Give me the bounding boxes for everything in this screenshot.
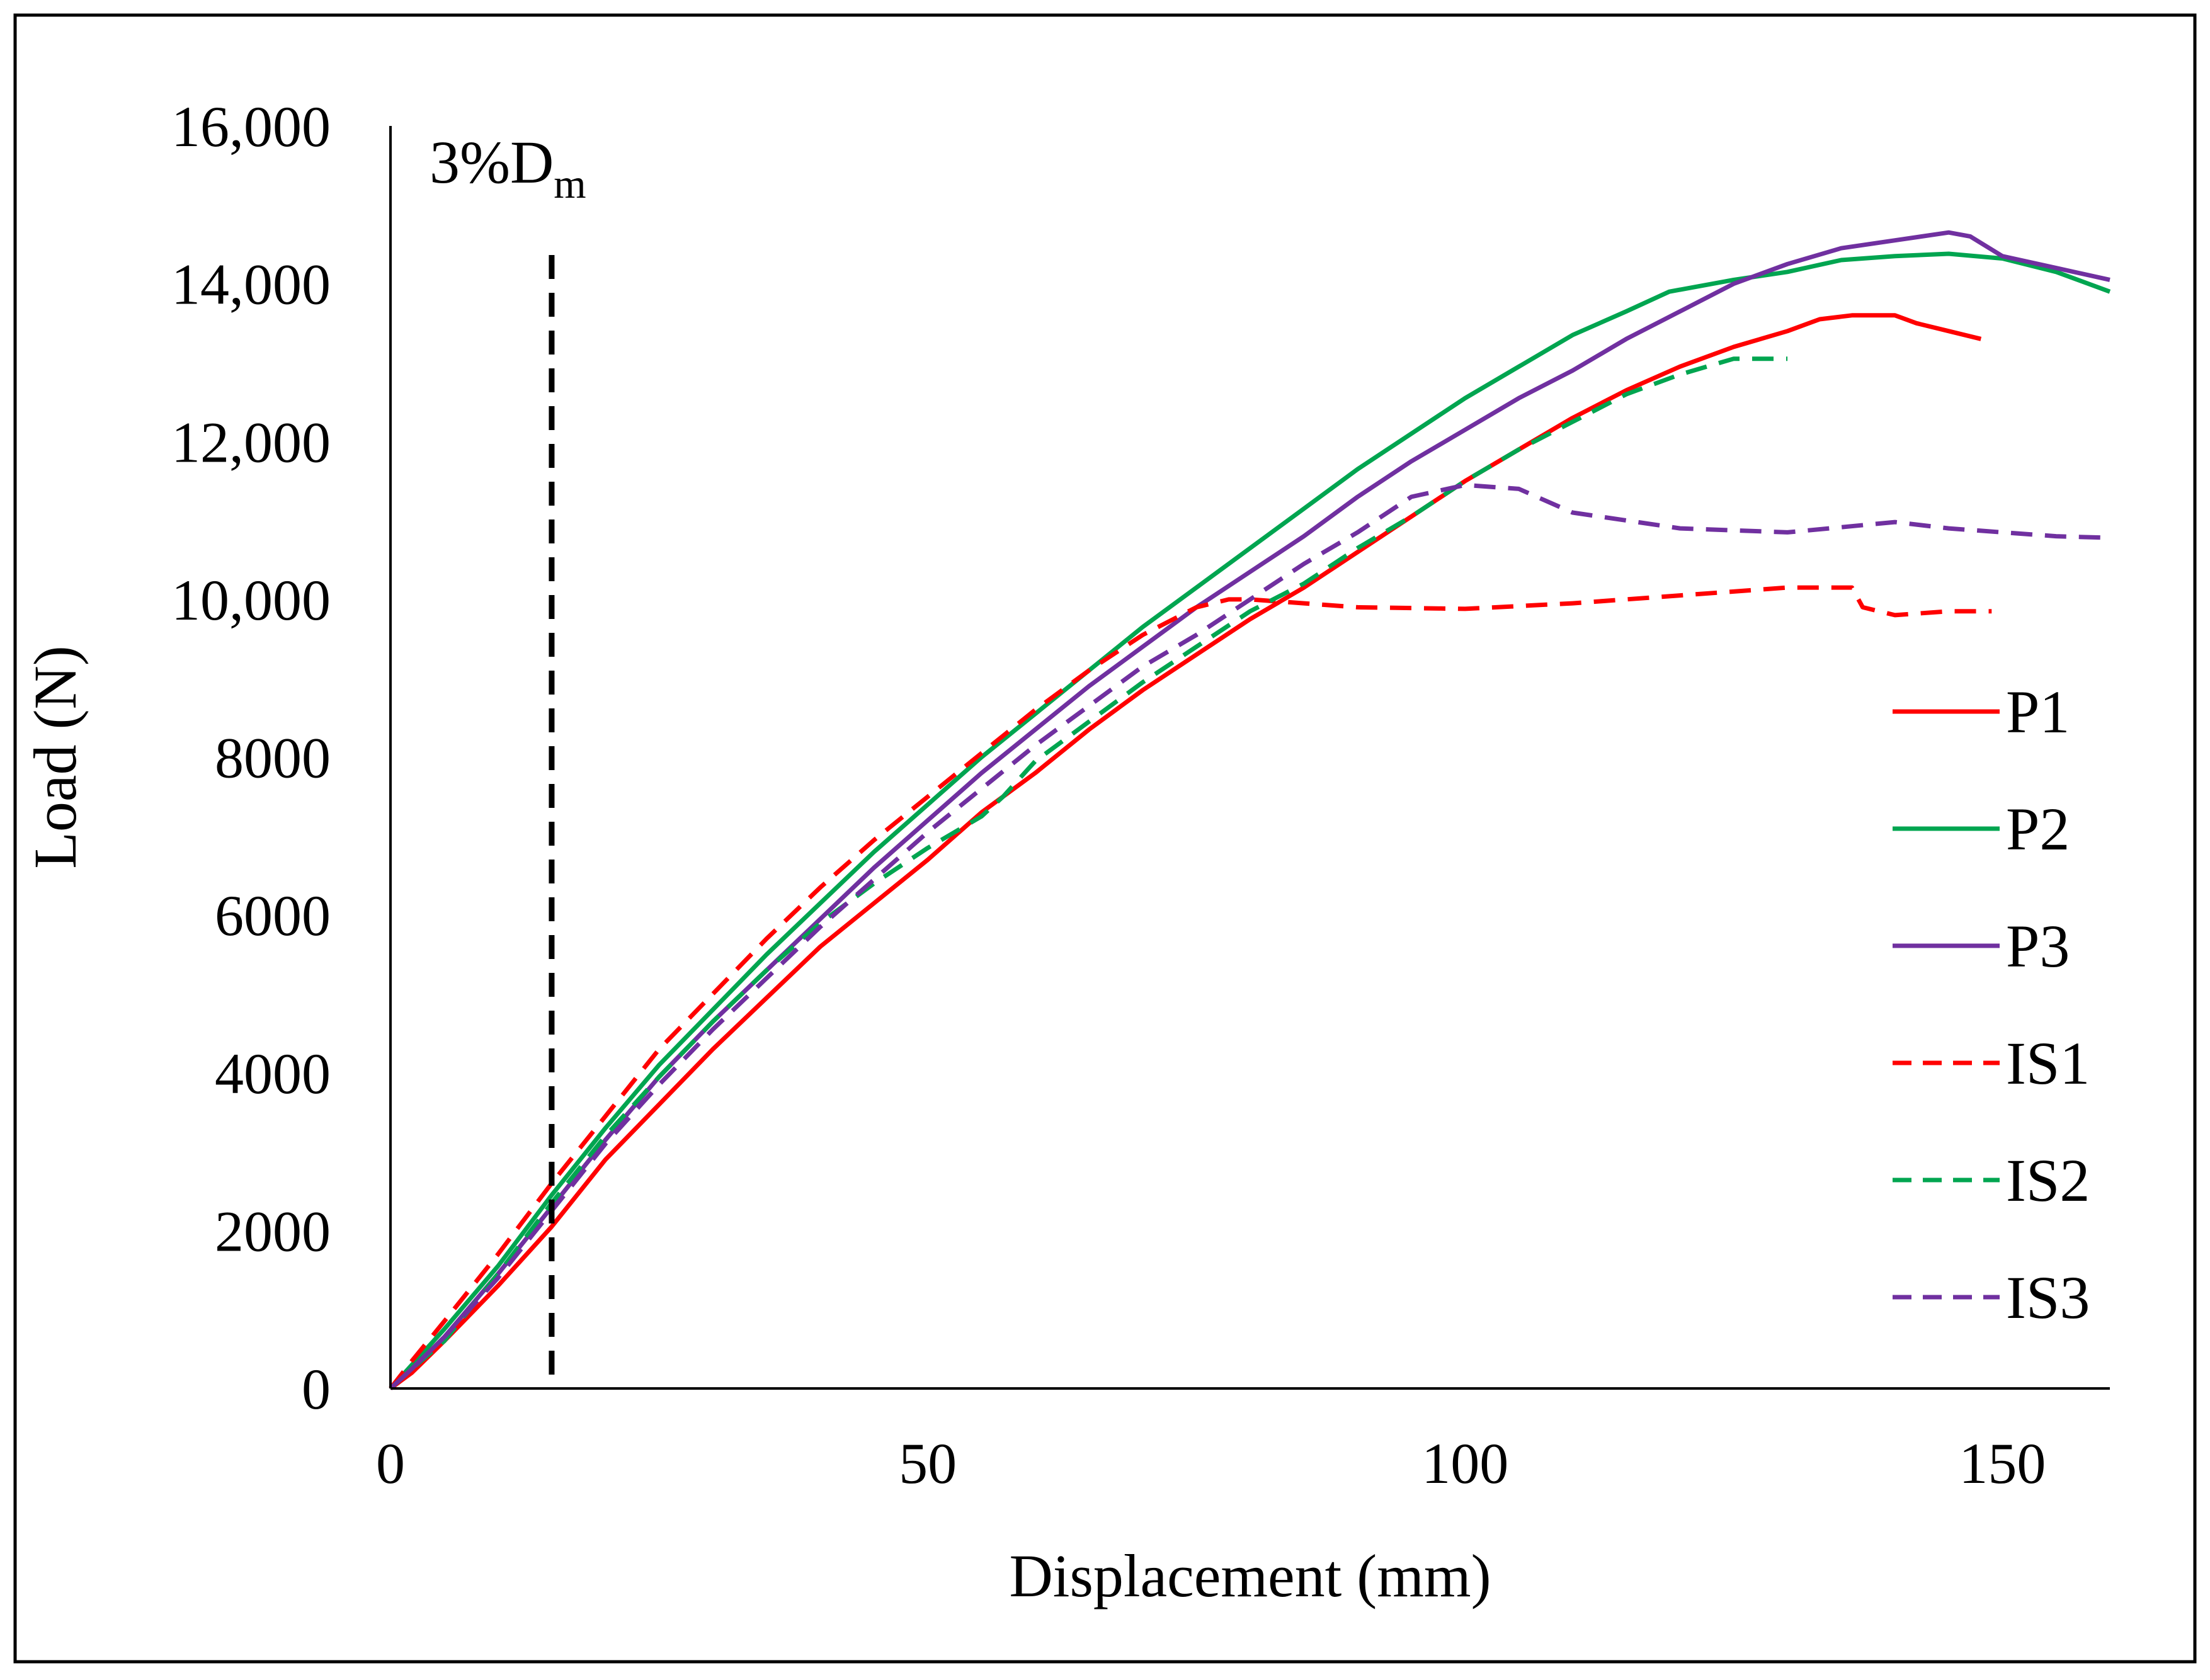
tick-labels: 0 2000 4000 6000 8000 10,000 12,000 14,000 16,00… [171, 94, 2046, 1496]
series-line-is1 [389, 585, 1992, 1390]
series-line-is3 [389, 482, 2110, 1390]
x-tick-label-0: 0 [376, 1431, 405, 1496]
series-line-p1 [389, 313, 1982, 1390]
x-tick-label-150: 150 [1959, 1431, 2046, 1496]
y-tick-label-0: 0 [302, 1357, 331, 1421]
legend-label-p3: P3 [2006, 912, 2070, 980]
legend-label-is3: IS3 [2006, 1264, 2090, 1331]
threshold-marker-label: 3%Dm [430, 128, 586, 207]
y-tick-label-8000: 8000 [215, 726, 331, 790]
legend-label-is1: IS1 [2006, 1030, 2090, 1097]
y-tick-label-2000: 2000 [215, 1199, 331, 1263]
y-tick-label-10000: 10,000 [171, 568, 331, 632]
series-line-p2 [389, 251, 2111, 1390]
y-tick-label-16000: 16,000 [171, 94, 331, 159]
y-tick-label-4000: 4000 [215, 1041, 331, 1106]
legend-label-is2: IS2 [2006, 1147, 2090, 1214]
annotation-layer: 3%Dm [430, 128, 586, 1388]
axes-layer [389, 126, 2110, 1390]
x-tick-label-50: 50 [899, 1431, 957, 1496]
legend-label-p1: P1 [2006, 678, 2070, 746]
threshold-marker-label-subscript: m [554, 161, 586, 207]
series-line-is2 [389, 356, 1788, 1390]
y-axis-title: Load (N) [21, 645, 89, 869]
series-layer [389, 230, 2111, 1390]
threshold-marker-label-main: 3%D [430, 128, 554, 196]
y-tick-label-14000: 14,000 [171, 253, 331, 317]
y-tick-label-12000: 12,000 [171, 410, 331, 474]
legend-label-p2: P2 [2006, 795, 2070, 863]
legend: P1 P2 P3 IS1 IS2 IS3 [1893, 678, 2090, 1331]
y-tick-label-6000: 6000 [215, 883, 331, 948]
x-axis-title: Displacement (mm) [1009, 1542, 1491, 1609]
chart-frame [13, 13, 2197, 1664]
x-tick-label-100: 100 [1421, 1431, 1508, 1496]
